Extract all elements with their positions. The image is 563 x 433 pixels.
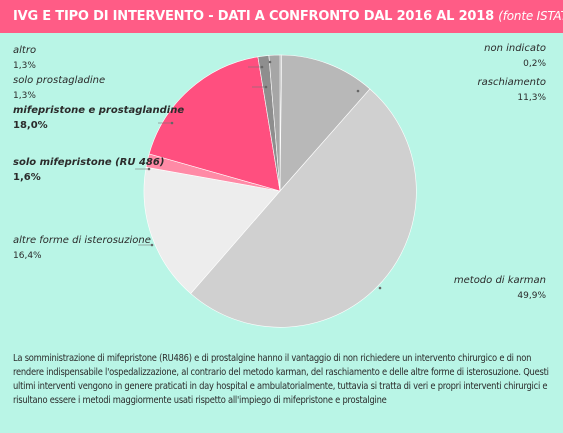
slice-label-altro: altro <box>13 45 36 56</box>
slice-value-solo-mifepristone-ru-486: 1,6% <box>13 172 41 183</box>
slice-value-altre-forme-di-isterosuzione: 16,4% <box>13 251 42 261</box>
slice-label-raschiamento: raschiamento <box>478 77 546 88</box>
leader-dot-raschiamento <box>356 89 360 93</box>
leader-dot-solo-prostagladine <box>264 85 268 89</box>
slice-label-altre-forme-di-isterosuzione: altre forme di isterosuzione <box>13 235 151 246</box>
slice-label-solo-mifepristone-ru-486: solo mifepristone (RU 486) <box>13 157 164 168</box>
slice-value-raschiamento: 11,3% <box>517 93 546 103</box>
pie-slice-altro <box>268 54 281 192</box>
chart-title: IVG E TIPO DI INTERVENTO - DATI A CONFRO… <box>13 9 494 24</box>
pie-slice-altre-forme-di-isterosuzione <box>143 166 281 295</box>
pie-slice-metodo-di-karman <box>190 88 417 328</box>
slice-value-altro: 1,3% <box>13 61 36 71</box>
leader-dot-non-indicato <box>268 60 272 64</box>
slice-value-metodo-di-karman: 49,9% <box>517 291 546 301</box>
slice-value-solo-prostagladine: 1,3% <box>13 91 36 101</box>
leader-dot-altro <box>260 65 264 69</box>
slice-value-non-indicato: 0,2% <box>523 59 546 69</box>
chart-source: (fonte ISTAT) <box>498 9 563 23</box>
slice-label-non-indicato: non indicato <box>484 43 546 54</box>
chart-title-bar: IVG E TIPO DI INTERVENTO - DATI A CONFRO… <box>0 0 563 33</box>
slice-value-mifepristone-e-prostaglandine: 18,0% <box>13 120 48 131</box>
slice-label-mifepristone-e-prostaglandine: mifepristone e prostaglandine <box>13 105 184 116</box>
pie-slice-raschiamento <box>279 54 371 192</box>
pie-chart: non indicato 0,2% raschiamento 11,3% metodo … <box>13 43 546 328</box>
leader-dot-solo-mifepristone-ru-486 <box>147 167 151 171</box>
leader-dot-mifepristone-e-prostaglandine <box>170 121 174 125</box>
leader-dot-altre-forme-di-isterosuzione <box>150 243 154 247</box>
pie-slice-mifepristone-e-prostaglandine <box>148 56 281 192</box>
slice-label-metodo-di-karman: metodo di karman <box>454 275 546 286</box>
slice-label-solo-prostagladine: solo prostagladine <box>13 75 105 86</box>
leader-dot-metodo-di-karman <box>378 286 382 290</box>
caption-text: La somministrazione di mifepristone (RU4… <box>13 353 549 406</box>
